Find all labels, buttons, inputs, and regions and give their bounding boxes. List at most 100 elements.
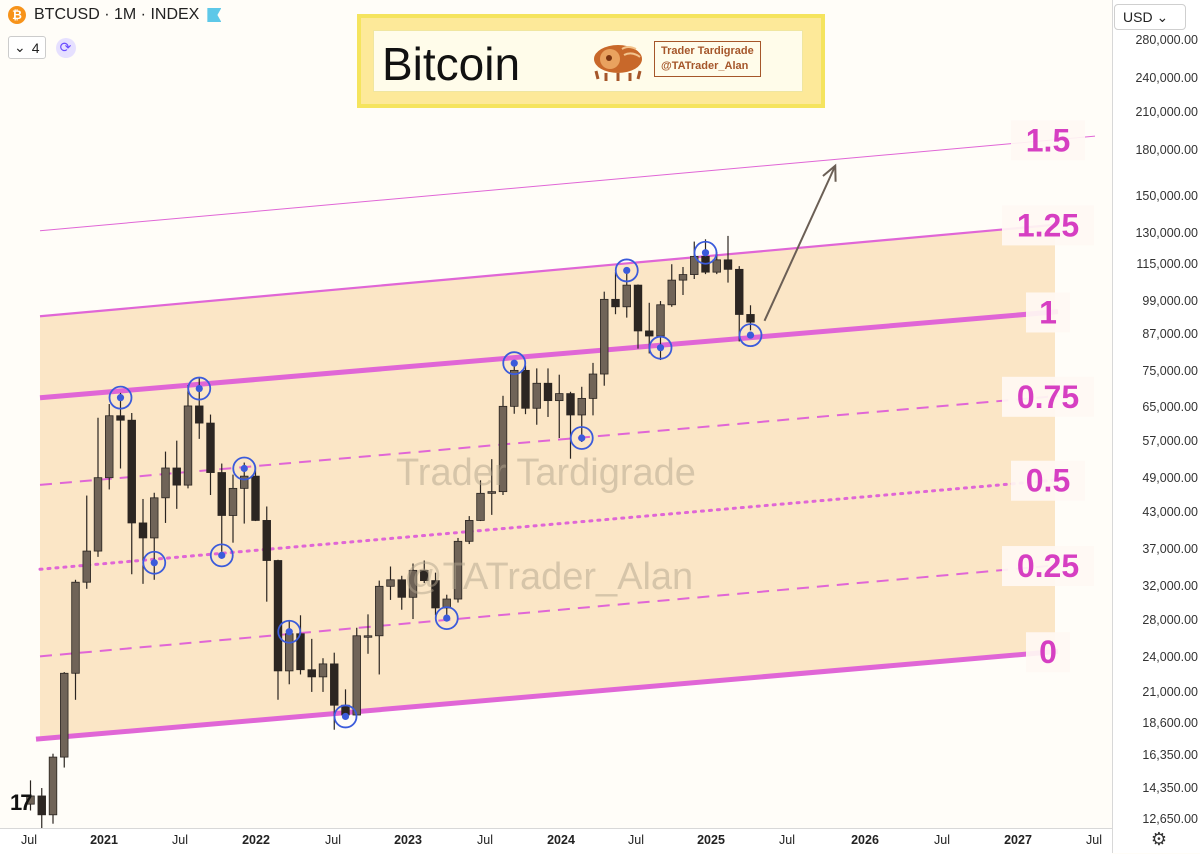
candle-2022-01[interactable] bbox=[217, 463, 226, 552]
candle-2025-06[interactable] bbox=[678, 266, 688, 295]
candle-2021-09[interactable] bbox=[172, 440, 181, 509]
time-tick: 2027 bbox=[1004, 833, 1032, 847]
level-label-bg bbox=[1011, 120, 1085, 161]
candle-2025-11[interactable] bbox=[735, 266, 744, 342]
candle-2020-11[interactable] bbox=[60, 672, 69, 768]
candle-2023-12[interactable] bbox=[476, 480, 485, 522]
touch-marker-2023-09[interactable] bbox=[434, 606, 459, 631]
candle-2022-02[interactable] bbox=[228, 474, 238, 543]
touch-marker-2021-07[interactable] bbox=[142, 550, 167, 575]
touch-marker-2022-07[interactable] bbox=[277, 619, 302, 644]
level-line-0-5[interactable] bbox=[38, 478, 1060, 571]
candle-2023-05[interactable] bbox=[397, 575, 406, 610]
level-label-1-5: 1.5 bbox=[1026, 122, 1070, 158]
candle-2024-10[interactable] bbox=[588, 362, 598, 416]
touch-marker-2022-03[interactable] bbox=[232, 456, 257, 481]
candle-2020-08[interactable] bbox=[26, 780, 35, 811]
price-axis[interactable] bbox=[1112, 0, 1200, 853]
touch-marker-2024-09[interactable] bbox=[569, 426, 594, 450]
touch-marker-2025-01[interactable] bbox=[614, 258, 639, 283]
candle-2021-12[interactable] bbox=[206, 414, 215, 495]
candle-2023-04[interactable] bbox=[386, 566, 395, 600]
level-line-1-5[interactable] bbox=[39, 135, 1096, 232]
candle-body bbox=[555, 393, 564, 402]
candle-2025-08[interactable] bbox=[701, 239, 710, 275]
touch-dot bbox=[701, 249, 710, 257]
level-line-0-25[interactable] bbox=[39, 564, 1059, 658]
touch-marker-2024-03[interactable] bbox=[502, 351, 527, 376]
candle-2021-04[interactable] bbox=[116, 392, 125, 469]
candle-2022-04[interactable] bbox=[251, 466, 260, 522]
candle-2022-03[interactable] bbox=[240, 462, 249, 524]
touch-marker-2025-12[interactable] bbox=[738, 323, 763, 348]
time-axis[interactable] bbox=[0, 828, 1112, 854]
candle-2023-11[interactable] bbox=[465, 516, 474, 545]
candle-2024-11[interactable] bbox=[600, 291, 609, 386]
candle-body bbox=[26, 795, 35, 805]
candle-2023-10[interactable] bbox=[453, 537, 463, 603]
candle-2020-09[interactable] bbox=[37, 788, 46, 828]
touch-dot bbox=[285, 628, 293, 636]
candle-body bbox=[352, 635, 361, 716]
candle-2024-08[interactable] bbox=[566, 391, 575, 459]
symbol-info[interactable]: ₿ BTCUSD · 1M · INDEX bbox=[8, 6, 222, 24]
title-banner: Bitcoin Trader Tardigrade @TATrader_Alan bbox=[357, 14, 825, 108]
candle-2024-12[interactable] bbox=[611, 271, 620, 315]
currency-select[interactable]: USD ⌄ bbox=[1114, 4, 1186, 30]
touch-ring bbox=[232, 456, 257, 481]
candle-2022-10[interactable] bbox=[318, 658, 328, 692]
candle-2025-05[interactable] bbox=[667, 264, 676, 307]
candle-2025-02[interactable] bbox=[633, 284, 643, 349]
candle-2023-03[interactable] bbox=[375, 580, 384, 675]
candle-2021-10[interactable] bbox=[183, 385, 193, 489]
candle-body bbox=[397, 579, 406, 598]
time-tick: 2021 bbox=[90, 833, 118, 847]
flag-icon[interactable] bbox=[207, 8, 222, 22]
candle-2023-08[interactable] bbox=[431, 572, 440, 616]
settings-gear-icon[interactable]: ⚙ bbox=[1150, 829, 1168, 849]
candle-2022-05[interactable] bbox=[262, 506, 271, 602]
touch-marker-2025-04[interactable] bbox=[648, 335, 673, 360]
candle-2021-05[interactable] bbox=[127, 412, 136, 575]
touch-dot bbox=[240, 464, 248, 473]
candle-2024-05[interactable] bbox=[532, 368, 541, 425]
candle-2023-07[interactable] bbox=[420, 560, 429, 584]
touch-marker-2022-12[interactable] bbox=[333, 704, 358, 729]
candle-2025-01[interactable] bbox=[622, 270, 631, 318]
touch-marker-2021-04[interactable] bbox=[108, 385, 133, 410]
candle-2020-12[interactable] bbox=[71, 579, 80, 700]
touch-marker-2021-11[interactable] bbox=[187, 376, 212, 401]
projection-arrow-line[interactable] bbox=[763, 165, 837, 322]
projection-arrow bbox=[763, 163, 837, 322]
candle-2021-02[interactable] bbox=[93, 417, 103, 557]
price-tick: 130,000.00 bbox=[1135, 226, 1198, 240]
candle-2021-06[interactable] bbox=[138, 498, 148, 584]
candle-2024-01[interactable] bbox=[487, 459, 496, 515]
sync-icon[interactable]: ⟳ bbox=[55, 37, 76, 58]
level-line-1-25[interactable] bbox=[39, 223, 1059, 318]
candle-2022-09[interactable] bbox=[307, 638, 316, 692]
candle-2021-08[interactable] bbox=[161, 451, 170, 523]
candle-2024-06[interactable] bbox=[543, 368, 553, 417]
touch-marker-2022-01[interactable] bbox=[209, 543, 234, 568]
candle-2020-10[interactable] bbox=[48, 753, 58, 824]
touch-marker-2025-08[interactable] bbox=[693, 240, 718, 265]
touch-ring bbox=[738, 323, 763, 348]
price-tick: 43,000.00 bbox=[1142, 505, 1198, 519]
candle-2025-12[interactable] bbox=[746, 305, 755, 331]
candle-2025-10[interactable] bbox=[723, 235, 733, 283]
candle-2024-07[interactable] bbox=[555, 374, 564, 439]
level-label-bg bbox=[1002, 376, 1094, 417]
candle-body bbox=[543, 382, 553, 402]
candle-2023-06[interactable] bbox=[408, 563, 418, 620]
candle-2021-03[interactable] bbox=[105, 404, 114, 490]
candle-2024-04[interactable] bbox=[521, 365, 530, 415]
candle-2023-02[interactable] bbox=[363, 614, 373, 654]
candle-2024-02[interactable] bbox=[498, 395, 508, 495]
indicator-toggle[interactable]: ⌄ 4 bbox=[8, 36, 46, 59]
level-line-0[interactable] bbox=[35, 648, 1059, 742]
candle-2024-09[interactable] bbox=[577, 386, 586, 442]
candle-2024-03[interactable] bbox=[510, 362, 519, 414]
candle-2023-01[interactable] bbox=[352, 627, 361, 716]
candle-2021-01[interactable] bbox=[82, 495, 91, 589]
